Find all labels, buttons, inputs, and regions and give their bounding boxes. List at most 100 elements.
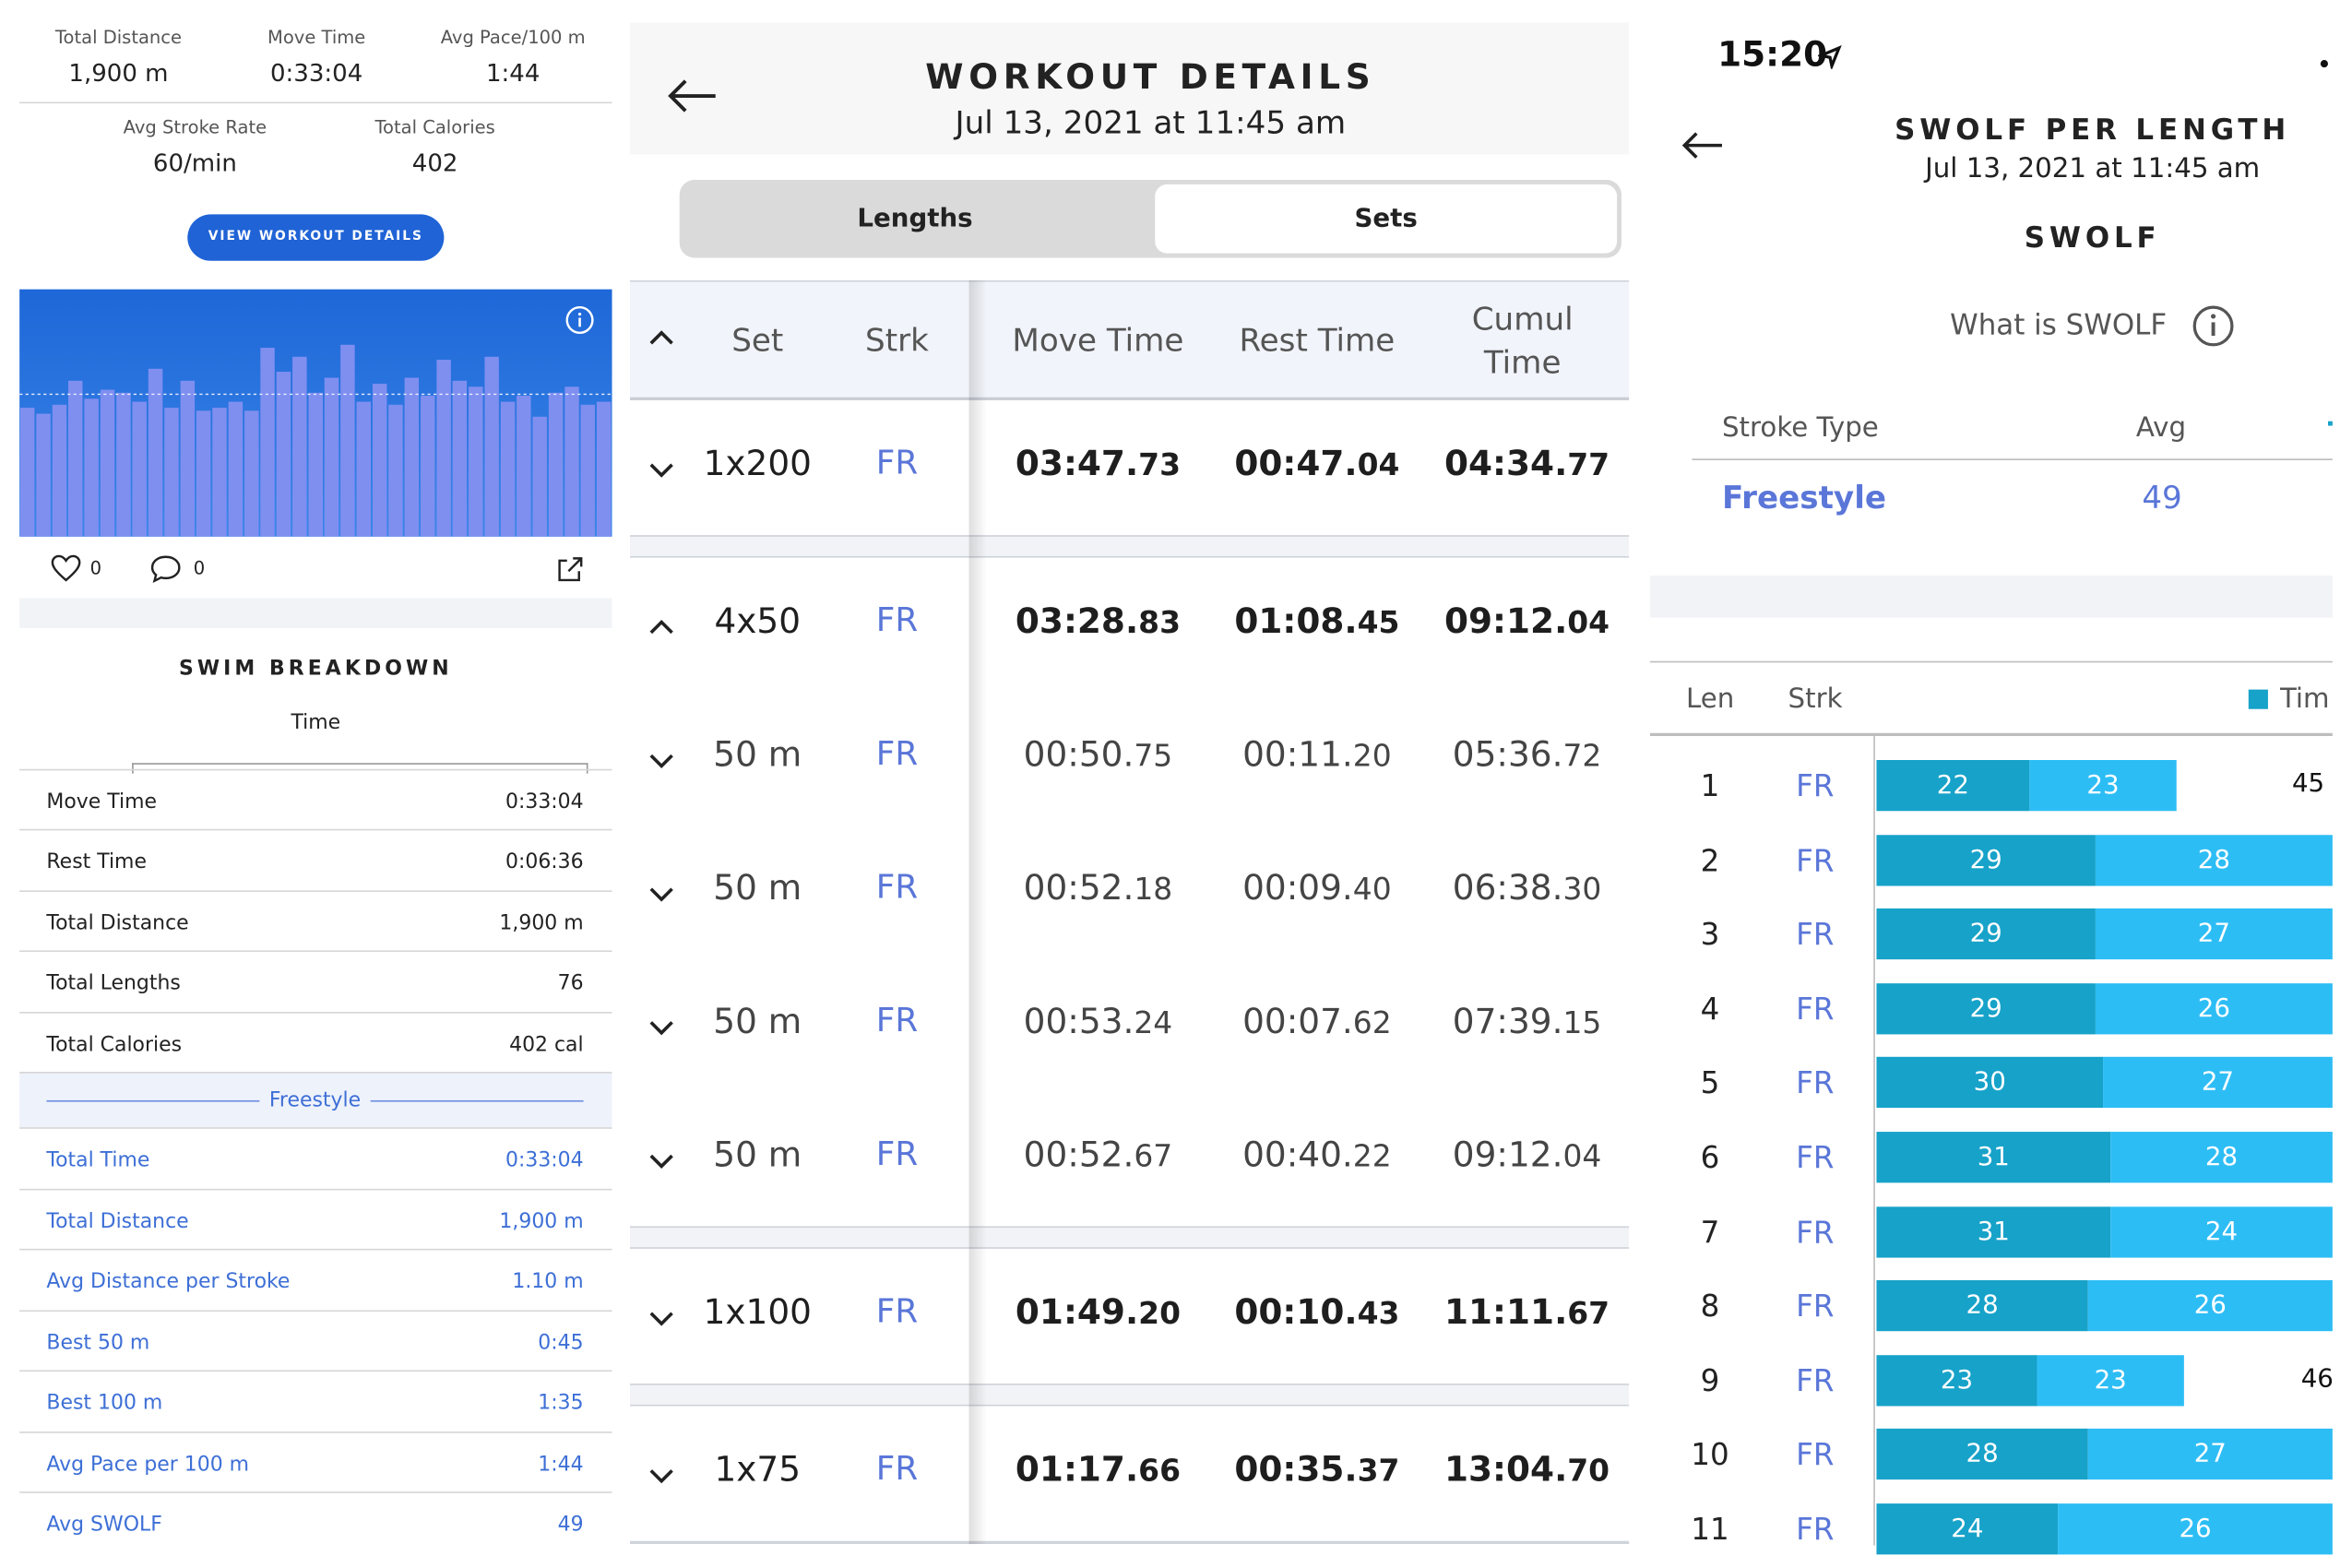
tab-sets[interactable]: Sets — [1155, 184, 1618, 254]
status-bar-time: 15:20 — [1717, 36, 1828, 76]
swolf-bar-strokes: 24 — [2110, 1206, 2333, 1257]
workout-header — [630, 22, 1630, 155]
pace-bar — [164, 408, 179, 537]
time-main: 03:47. — [1015, 445, 1139, 484]
time-fraction: 43 — [1357, 1295, 1400, 1332]
stats-divider — [19, 101, 612, 104]
row-value: 1,900 m — [499, 1209, 584, 1234]
pace-bar — [67, 380, 83, 537]
swolf-bar-strokes: 27 — [2087, 1429, 2333, 1480]
set-row[interactable]: 1x100 FR 01:49.20 00:10.43 11:11.67 — [630, 1273, 1629, 1363]
view-workout-details-button[interactable]: VIEW WORKOUT DETAILS — [187, 214, 445, 261]
chart-axis-line — [1873, 735, 1875, 1546]
chevron-down-icon[interactable] — [648, 1150, 675, 1171]
heart-icon[interactable] — [50, 553, 83, 584]
scroll-hint-dot — [2327, 421, 2333, 426]
pace-bar — [517, 396, 531, 537]
time-main: 05:36. — [1452, 735, 1563, 776]
comment-icon[interactable] — [148, 553, 183, 585]
time-fraction: 18 — [1134, 871, 1173, 908]
chevron-down-icon[interactable] — [648, 883, 675, 904]
chevron-up-icon[interactable] — [648, 616, 675, 637]
breakdown-tab-time[interactable]: Time — [291, 710, 341, 735]
swolf-bar-time: 30 — [1876, 1057, 2104, 1109]
time-main: 00:40. — [1242, 1135, 1353, 1176]
set-row[interactable]: 50 m FR 00:52.67 00:40.22 09:12.04 — [630, 1115, 1629, 1206]
swolf-bar-time: 23 — [1876, 1354, 2037, 1407]
time-fraction: 66 — [1138, 1452, 1181, 1489]
avg-header: Avg — [2135, 411, 2187, 445]
set-row[interactable]: 50 m FR 00:52.18 00:09.40 06:38.30 — [630, 849, 1629, 939]
stat-value-distance: 1,900 m — [68, 58, 169, 88]
status-dot — [2320, 60, 2328, 68]
stat-label-move-time: Move Time — [267, 27, 366, 49]
row-label: Avg Pace per 100 m — [46, 1452, 250, 1477]
swolf-bar-time: 22 — [1876, 759, 2030, 812]
pace-bar — [19, 408, 35, 537]
pace-bar — [452, 380, 468, 537]
time-fraction: 73 — [1138, 446, 1181, 483]
set-rest-time: 00:47.04 — [1212, 445, 1422, 484]
time-main: 09:12. — [1444, 602, 1568, 642]
swolf-info-icon[interactable] — [2192, 304, 2235, 348]
swolf-bar-strokes: 26 — [2087, 1280, 2333, 1332]
swolf-heading: SWOLF — [2024, 221, 2161, 255]
col-header-set: Set — [731, 322, 784, 359]
tab-lengths[interactable]: Lengths — [857, 204, 973, 234]
set-stroke: FR — [875, 869, 919, 908]
section-rule-left — [46, 1099, 260, 1102]
chevron-down-icon[interactable] — [648, 1465, 675, 1486]
workout-date: Jul 13, 2021 at 11:45 am — [955, 104, 1347, 141]
swolf-bar-strokes: 26 — [2058, 1503, 2333, 1555]
what-is-swolf-link[interactable]: What is SWOLF — [1950, 308, 2168, 342]
set-label: 50 m — [713, 1135, 802, 1176]
stat-label-pace: Avg Pace/100 m — [440, 27, 586, 49]
pace-bar — [180, 380, 196, 537]
set-rest-time: 00:11.20 — [1212, 736, 1422, 775]
len-table-top-border — [1649, 660, 2333, 663]
freestyle-row: Best 50 m 0:45 — [19, 1310, 612, 1370]
swolf-bar-time: 29 — [1876, 909, 2096, 960]
len-stroke: FR — [1796, 1064, 1835, 1101]
swolf-bar-strokes: 28 — [2095, 834, 2333, 885]
freestyle-row: Avg Distance per Stroke 1.10 m — [19, 1248, 612, 1309]
set-row[interactable]: 1x75 FR 01:17.66 00:35.37 13:04.70 — [630, 1430, 1629, 1520]
freestyle-section-label: Freestyle — [268, 1087, 362, 1112]
share-icon[interactable] — [555, 553, 586, 584]
stroke-name-freestyle[interactable]: Freestyle — [1721, 480, 1887, 517]
time-fraction: 40 — [1352, 871, 1392, 908]
len-header: Len — [1685, 683, 1735, 716]
chevron-down-icon[interactable] — [648, 1307, 675, 1328]
set-row[interactable]: 50 m FR 00:53.24 00:07.62 07:39.15 — [630, 982, 1629, 1073]
len-stroke: FR — [1796, 1511, 1835, 1548]
swolf-back-arrow-icon[interactable] — [1680, 129, 1725, 162]
len-stroke: FR — [1796, 1288, 1835, 1324]
pace-bar — [469, 386, 483, 537]
set-stroke: FR — [875, 1135, 919, 1174]
len-stroke: FR — [1796, 1362, 1835, 1399]
chevron-down-icon[interactable] — [648, 1016, 675, 1038]
pace-bar — [436, 360, 451, 537]
swolf-date: Jul 13, 2021 at 11:45 am — [1925, 152, 2261, 184]
time-fraction: 04 — [1357, 446, 1400, 483]
set-cumul-time: 09:12.04 — [1422, 1136, 1633, 1175]
back-arrow-icon[interactable] — [664, 75, 719, 117]
pace-bar — [196, 410, 211, 537]
pace-bar — [52, 404, 67, 537]
set-move-time: 01:49.20 — [993, 1294, 1204, 1333]
set-row[interactable]: 1x200 FR 03:47.73 00:47.04 04:34.77 — [630, 424, 1629, 515]
set-label: 4x50 — [714, 602, 802, 642]
info-icon[interactable] — [564, 304, 595, 336]
set-row[interactable]: 4x50 FR 03:28.83 01:08.45 09:12.04 — [630, 582, 1629, 672]
time-main: 00:50. — [1023, 735, 1134, 776]
swolf-bar-strokes: 28 — [2110, 1132, 2333, 1183]
set-row[interactable]: 50 m FR 00:50.75 00:11.20 05:36.72 — [630, 715, 1629, 805]
chevron-down-icon[interactable] — [648, 458, 675, 480]
time-main: 03:28. — [1015, 602, 1139, 642]
swolf-bar-time: 31 — [1876, 1206, 2111, 1257]
chevron-down-icon[interactable] — [648, 750, 675, 771]
legend-swatch — [2248, 689, 2268, 709]
collapse-all-icon[interactable] — [648, 327, 675, 348]
len-number: 1 — [1700, 767, 1720, 804]
time-fraction: 30 — [1562, 871, 1602, 908]
